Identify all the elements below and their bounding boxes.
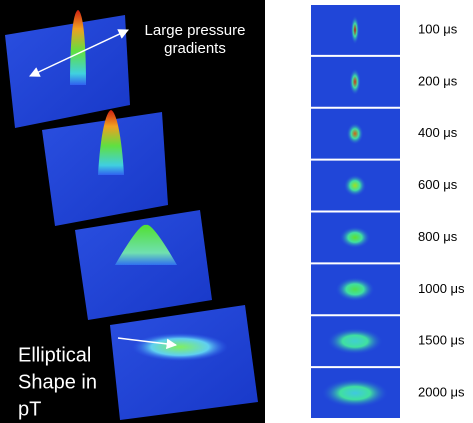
frame-label: 2000 μs	[418, 385, 465, 400]
atom-cloud	[327, 328, 383, 354]
frame-label: 100 μs	[418, 21, 458, 36]
figure: Large pressuregradients Elliptical Shape i…	[0, 0, 473, 423]
annotation-text: pT	[18, 398, 41, 420]
annotation-text: Elliptical	[18, 344, 91, 366]
frame-label: 200 μs	[418, 73, 458, 88]
atom-cloud	[340, 227, 371, 249]
frame-label: 800 μs	[418, 229, 458, 244]
annotation-text: Shape in	[18, 371, 97, 393]
annotation-text: gradients	[164, 40, 226, 57]
atom-cloud	[321, 379, 388, 408]
frame-label: 400 μs	[418, 125, 458, 140]
frame-label: 600 μs	[418, 177, 458, 192]
atom-cloud	[344, 175, 366, 197]
atom-cloud	[349, 69, 360, 95]
frame-label: 1500 μs	[418, 333, 465, 348]
frame-label: 1000 μs	[418, 281, 465, 296]
atom-cloud	[347, 123, 364, 145]
annotation-text: Large pressure	[145, 22, 246, 39]
atom-cloud	[335, 277, 374, 301]
frames: 100 μs 200 μs 400 μs 600 μs 800 μs 1000 μs 150…	[311, 5, 465, 418]
atom-cloud	[351, 16, 359, 45]
